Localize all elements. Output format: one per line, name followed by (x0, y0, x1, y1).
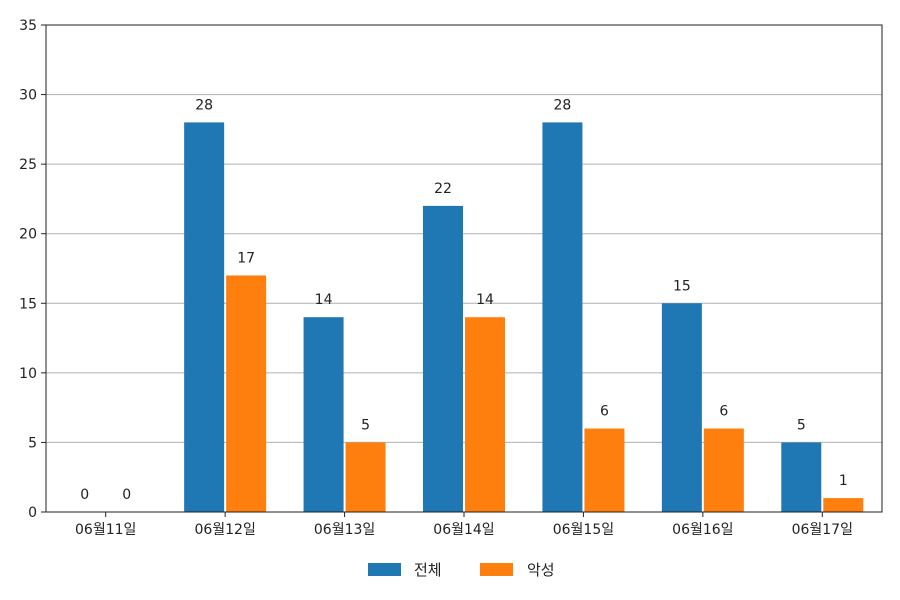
data-label: 0 (122, 487, 131, 503)
x-tick-label: 06월13일 (314, 522, 375, 538)
grid-lines (46, 94, 882, 443)
data-label: 17 (237, 250, 255, 266)
bar-malicious[interactable] (584, 428, 625, 512)
data-label: 14 (476, 292, 494, 308)
x-tick-label: 06월15일 (553, 522, 614, 538)
y-tick-label: 0 (28, 505, 37, 521)
legend-label: 악성 (527, 561, 555, 579)
x-tick-label: 06월17일 (792, 522, 853, 538)
legend-item-total[interactable]: 전체 (368, 561, 442, 579)
bar-total[interactable] (542, 122, 583, 513)
data-label: 14 (315, 292, 333, 308)
y-tick-label: 25 (19, 157, 37, 173)
data-label: 5 (361, 417, 370, 433)
data-label: 15 (673, 278, 691, 294)
legend[interactable]: 전체 악성 (368, 561, 555, 579)
x-tick-label: 06월11일 (75, 522, 136, 538)
bars (184, 122, 864, 513)
y-tick-label: 10 (19, 366, 37, 382)
x-tick-label: 06월14일 (433, 522, 494, 538)
legend-item-malicious[interactable]: 악성 (480, 561, 555, 579)
y-tick-label: 20 (19, 227, 37, 243)
bar-total[interactable] (303, 317, 344, 512)
x-tick-label: 06월12일 (194, 522, 255, 538)
y-axis: 0 5 10 15 20 25 30 35 (19, 18, 46, 521)
data-label: 6 (600, 404, 609, 420)
y-tick-label: 5 (28, 435, 37, 451)
bar-malicious[interactable] (345, 442, 386, 512)
bar-total[interactable] (661, 303, 702, 512)
x-tick-label: 06월16일 (672, 522, 733, 538)
bar-malicious[interactable] (823, 498, 864, 512)
bar-total[interactable] (781, 442, 822, 512)
legend-label: 전체 (414, 561, 442, 579)
data-label: 0 (80, 487, 89, 503)
y-tick-label: 30 (19, 88, 37, 104)
data-label: 28 (195, 97, 213, 113)
bar-total[interactable] (423, 205, 463, 512)
y-tick-label: 35 (19, 18, 37, 34)
data-label: 6 (719, 404, 728, 420)
data-label: 28 (554, 97, 572, 113)
legend-swatch (368, 563, 401, 576)
data-label: 1 (839, 473, 848, 489)
y-tick-label: 15 (19, 296, 37, 312)
bar-malicious[interactable] (226, 275, 267, 512)
data-label: 22 (434, 181, 452, 197)
bar-malicious[interactable] (465, 317, 505, 512)
legend-swatch (480, 563, 513, 576)
data-label: 5 (797, 417, 806, 433)
plot-frame (45, 24, 883, 513)
bar-total[interactable] (184, 122, 225, 513)
data-labels: 0 28 14 22 28 15 5 0 17 5 14 6 6 1 (80, 97, 847, 503)
bar-malicious[interactable] (703, 428, 744, 512)
x-axis: 06월11일 06월12일 06월13일 06월14일 06월15일 06월16일 06월1… (75, 512, 853, 538)
